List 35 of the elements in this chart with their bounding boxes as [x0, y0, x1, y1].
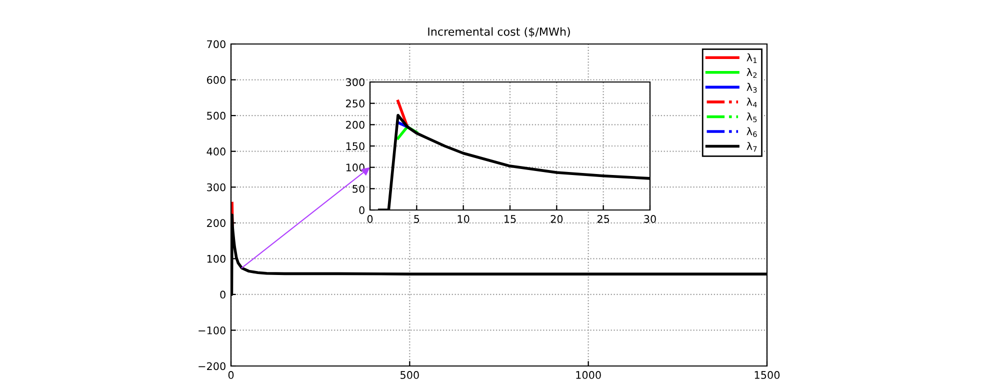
y-tick-label: 100 [207, 254, 226, 263]
y-tick-label: 0 [359, 206, 364, 214]
legend-label: λ$_{3}$ [746, 82, 757, 93]
legend-label: λ$_{2}$ [746, 68, 757, 78]
y-tick-label: −200 [198, 362, 226, 370]
x-tick-label: 500 [400, 371, 419, 379]
legend-label: λ$_{5}$ [746, 112, 757, 122]
x-tick-label: 0 [228, 371, 234, 379]
legend-label: λ$_{4}$ [746, 98, 757, 108]
y-tick-label: 0 [220, 290, 226, 299]
x-tick-label: 10 [458, 215, 470, 223]
y-tick-label: 300 [207, 183, 226, 192]
y-tick-label: −100 [198, 326, 226, 334]
legend-label: λ$_{7}$ [746, 142, 757, 152]
x-tick-label: 1500 [754, 371, 780, 379]
x-tick-label: 0 [367, 215, 373, 223]
y-tick-label: 200 [207, 219, 226, 227]
y-tick-label: 300 [346, 78, 364, 86]
y-tick-label: 150 [346, 142, 364, 150]
y-tick-label: 250 [346, 100, 364, 108]
y-tick-label: 700 [207, 40, 226, 48]
y-tick-label: 400 [206, 148, 226, 156]
chart-title: Incremental cost ($/MWh) [428, 27, 570, 38]
legend-label: λ$_{1}$ [746, 53, 757, 63]
y-tick-label: 50 [352, 184, 364, 193]
y-tick-label: 600 [206, 76, 226, 84]
x-tick-label: 20 [550, 215, 563, 223]
x-tick-label: 30 [644, 215, 656, 223]
y-tick-label: 200 [346, 120, 364, 129]
legend-label: λ$_{6}$ [746, 127, 757, 137]
y-tick-label: 500 [207, 112, 226, 120]
x-tick-label: 5 [414, 215, 420, 223]
x-tick-label: 15 [504, 215, 516, 223]
x-tick-label: 25 [597, 215, 610, 223]
x-tick-label: 1000 [576, 371, 601, 379]
